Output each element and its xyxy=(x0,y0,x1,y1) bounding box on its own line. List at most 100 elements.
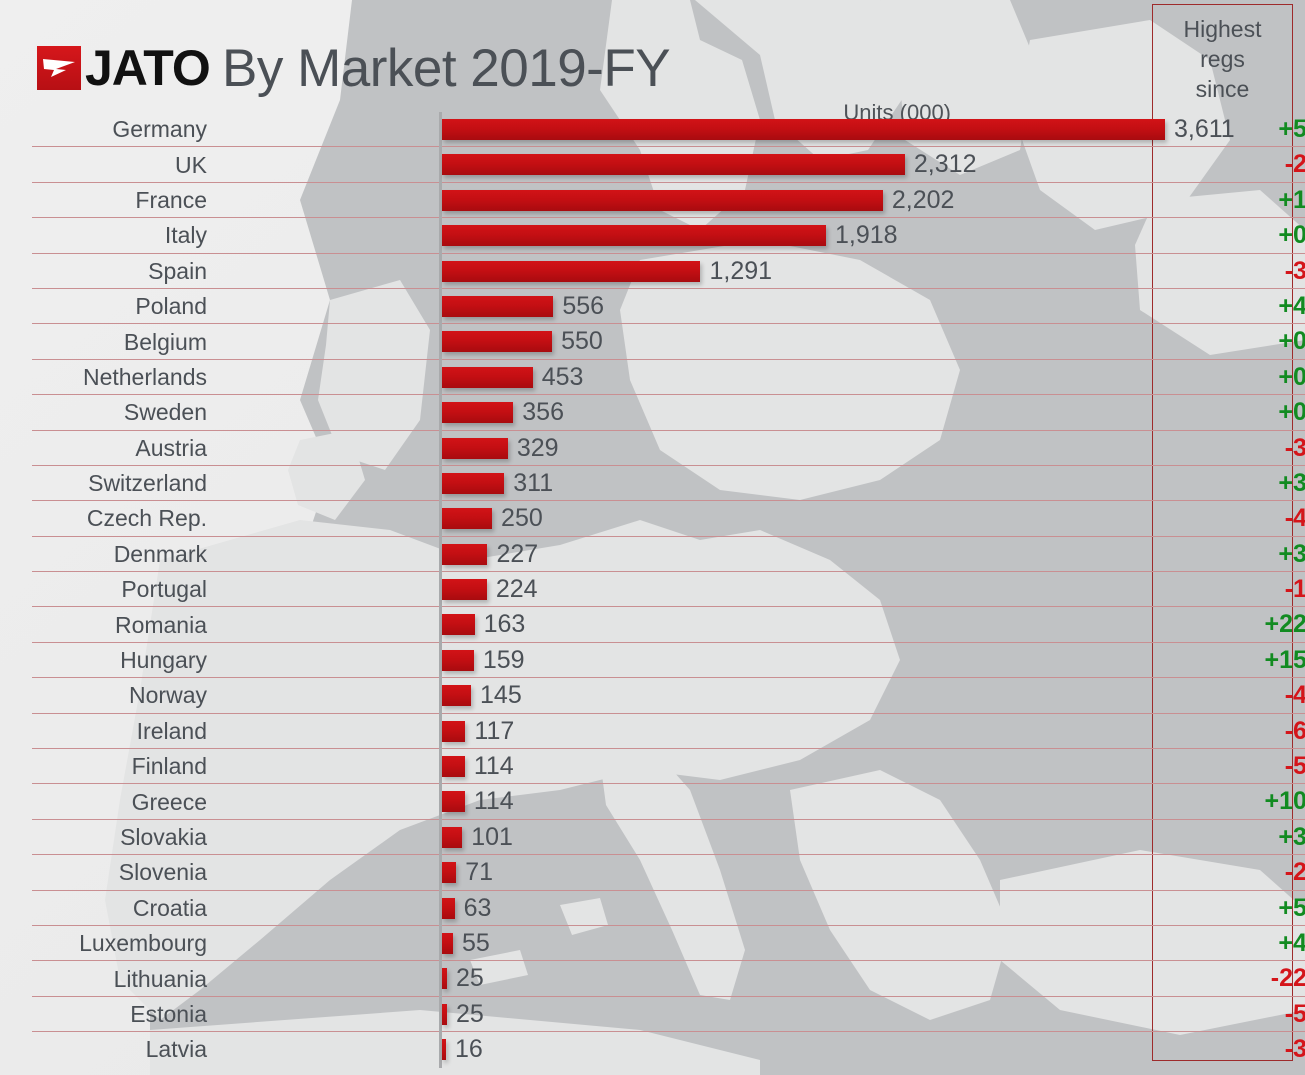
value-label: 329 xyxy=(516,433,559,462)
value-axis-line xyxy=(439,784,442,820)
percent-change-label: +1.8% xyxy=(1278,185,1305,214)
value-label: 114 xyxy=(473,787,514,816)
row-plot-area: 311+3.8%2017 xyxy=(210,465,1305,502)
value-label: 159 xyxy=(482,645,525,674)
value-label: 163 xyxy=(483,610,526,639)
row-separator xyxy=(32,535,1305,537)
row-plot-area: 117-6.7%2018 xyxy=(210,713,1305,750)
value-bar xyxy=(442,756,465,778)
row-separator xyxy=(32,217,1305,219)
row-separator xyxy=(32,995,1305,997)
value-bar xyxy=(442,685,472,707)
row-separator xyxy=(32,287,1305,289)
value-axis-line xyxy=(439,182,442,219)
market-name-label: Slovenia xyxy=(118,859,207,886)
value-bar xyxy=(442,1003,447,1025)
regs-header-line: Highest xyxy=(1183,16,1262,42)
percent-change-label: -4.1% xyxy=(1284,681,1305,710)
value-axis-line xyxy=(439,395,442,431)
market-name-label: Sweden xyxy=(123,399,207,426)
percent-change-label: -3.7% xyxy=(1284,256,1305,285)
row-separator xyxy=(32,606,1305,608)
row-plot-area: 3,611+5.0%2009 xyxy=(210,112,1305,148)
value-label: 145 xyxy=(480,681,522,710)
row-separator xyxy=(32,394,1305,396)
value-axis-line xyxy=(439,961,442,997)
market-name-label: Czech Rep. xyxy=(86,505,207,532)
row-plot-area: 356+0.7%2017 xyxy=(210,395,1305,431)
value-label: 453 xyxy=(541,362,584,391)
table-row: Czech Rep.250-4.4%2018 xyxy=(0,501,1305,537)
row-separator xyxy=(32,748,1305,750)
percent-change-label: +3.3% xyxy=(1278,539,1305,568)
row-separator xyxy=(32,960,1305,962)
value-bar xyxy=(442,437,508,459)
value-label: 114 xyxy=(473,752,514,781)
row-plot-area: 159+15.4%2007 xyxy=(210,642,1305,679)
percent-change-label: -1.1% xyxy=(1284,575,1305,604)
value-bar xyxy=(442,1039,446,1061)
value-axis-line xyxy=(439,536,442,573)
row-separator xyxy=(32,429,1305,431)
row-plot-area: 453+0.6%2012 xyxy=(210,359,1305,396)
value-axis-line xyxy=(439,359,442,396)
row-plot-area: 329-3.5%2018 xyxy=(210,430,1305,466)
percent-change-label: +5.0% xyxy=(1278,115,1305,143)
percent-change-label: +10.5% xyxy=(1264,787,1305,816)
market-name-label: Romania xyxy=(114,611,207,638)
row-plot-area: 55+4.2%Record xyxy=(210,925,1305,962)
value-bar xyxy=(442,543,488,565)
market-name-label: Ireland xyxy=(136,717,207,744)
value-bar xyxy=(442,119,1165,140)
row-plot-area: 224-1.1%2018 xyxy=(210,572,1305,608)
row-separator xyxy=(32,712,1305,714)
row-separator xyxy=(32,1031,1305,1033)
value-axis-line xyxy=(439,890,442,926)
percent-change-label: +4.4% xyxy=(1278,291,1305,320)
row-plot-area: 71-2.4%2018 xyxy=(210,855,1305,891)
value-label: 25 xyxy=(456,964,484,993)
value-bar xyxy=(442,968,447,990)
market-name-label: Germany xyxy=(112,116,207,143)
market-name-label: Belgium xyxy=(123,328,207,355)
value-bar xyxy=(442,826,463,848)
value-bar xyxy=(442,225,827,247)
value-bar xyxy=(442,720,466,742)
value-bar xyxy=(442,932,453,954)
page-title: By Market 2019-FY xyxy=(222,39,671,98)
percent-change-label: -5.2% xyxy=(1284,752,1305,781)
value-axis-line xyxy=(439,713,442,750)
row-separator xyxy=(32,181,1305,183)
market-name-label: Switzerland xyxy=(88,470,207,497)
row-separator xyxy=(32,358,1305,360)
value-axis-line xyxy=(439,819,442,856)
row-plot-area: 550+0.1%2011 xyxy=(210,324,1305,360)
value-axis-line xyxy=(439,147,442,183)
row-plot-area: 1,918+0.3%2017 xyxy=(210,218,1305,254)
row-plot-area: 16-3.3%2018 xyxy=(210,1032,1305,1068)
row-plot-area: 2,312-2.4%2018 xyxy=(210,147,1305,183)
value-axis-line xyxy=(439,642,442,679)
percent-change-label: +22.9% xyxy=(1264,610,1305,639)
regs-header-line: regs xyxy=(1200,46,1245,72)
value-bar xyxy=(442,154,905,176)
value-axis-line xyxy=(439,112,442,148)
value-axis-line xyxy=(439,253,442,289)
value-bar xyxy=(442,295,554,317)
value-label: 356 xyxy=(522,398,564,427)
row-separator xyxy=(32,500,1305,502)
row-separator xyxy=(32,571,1305,573)
percent-change-label: -4.4% xyxy=(1284,504,1305,533)
market-name-label: Greece xyxy=(131,788,207,815)
market-name-label: Denmark xyxy=(113,540,207,567)
value-axis-line xyxy=(439,218,442,254)
